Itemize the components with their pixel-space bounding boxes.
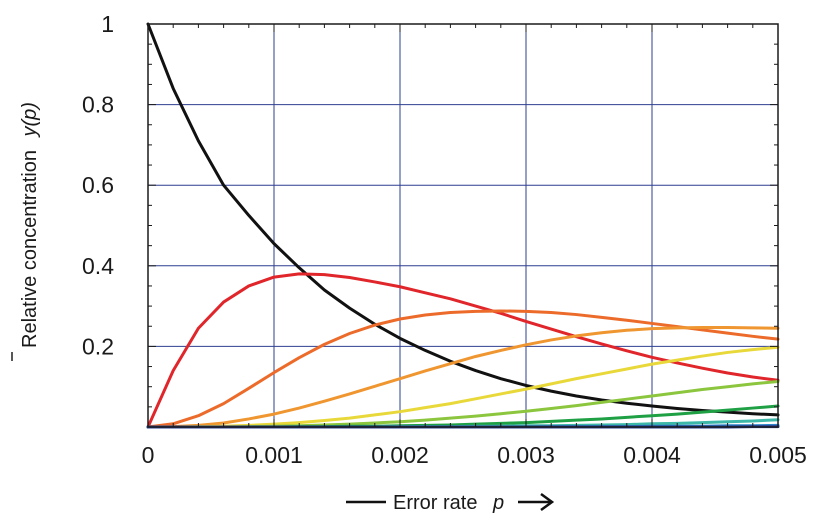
- x-tick-label-5: 0.005: [749, 442, 807, 468]
- tick-marks: [147, 23, 779, 428]
- y-tick-labels: 0.2 0.4 0.6 0.8 1: [82, 11, 114, 359]
- series-line-3: [146, 325, 780, 429]
- y-tick-label-2: 0.6: [82, 172, 114, 198]
- x-tick-label-1: 0.001: [245, 442, 303, 468]
- y-tick-label-0: 0.2: [82, 333, 114, 359]
- y-axis-title: Relative concentration y(p): [19, 102, 41, 348]
- y-tick-label-1: 0.4: [82, 253, 114, 279]
- svg-text:Error rate p: Error rate p: [393, 492, 504, 514]
- x-axis-title-arrow-head: [540, 492, 555, 512]
- x-tick-label-2: 0.002: [371, 442, 429, 468]
- series-line-0: [146, 22, 780, 417]
- x-tick-labels: 0 0.001 0.002 0.003 0.004 0.005: [142, 442, 807, 468]
- y-axis-title-text: Relative concentration: [19, 150, 41, 348]
- x-tick-label-4: 0.004: [623, 442, 681, 468]
- x-tick-label-0: 0: [142, 442, 155, 468]
- series-line-2: [146, 309, 780, 429]
- x-tick-label-3: 0.003: [497, 442, 555, 468]
- y-axis-title-var: y(p): [19, 102, 41, 138]
- y-tick-label-4: 1: [101, 11, 114, 37]
- x-axis-title-text: Error rate: [393, 492, 477, 514]
- series-lines: [146, 22, 780, 429]
- x-axis-title-var: p: [492, 492, 504, 514]
- grid-lines: [148, 24, 778, 427]
- series-line-1: [146, 272, 780, 429]
- y-tick-label-3: 0.8: [82, 92, 114, 118]
- x-axis-title: Error rate p: [346, 492, 555, 514]
